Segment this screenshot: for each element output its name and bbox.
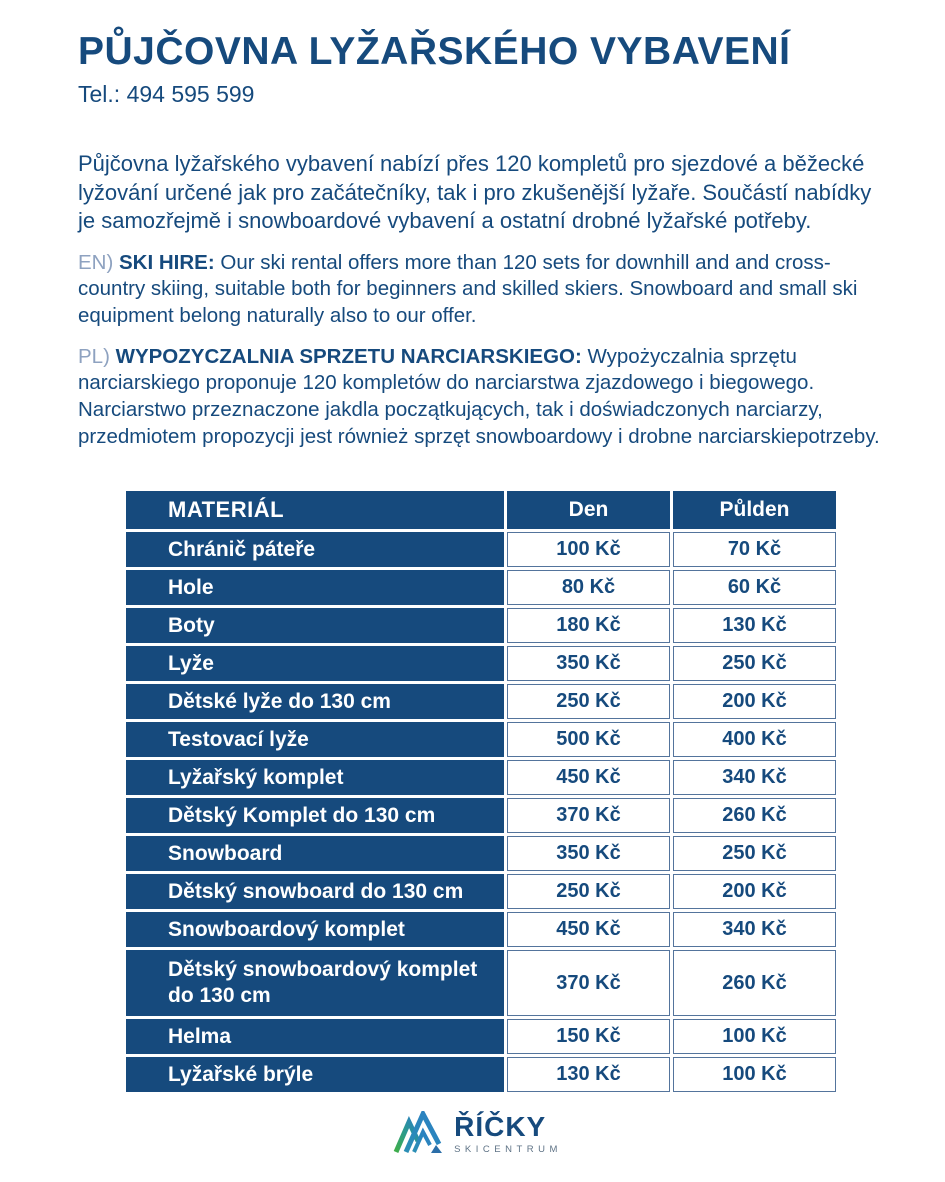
logo-subtitle: SKICENTRUM (454, 1144, 562, 1156)
table-row: Lyžařský komplet 450 Kč 340 Kč (126, 760, 836, 796)
table-row: Lyžařské brýle 130 Kč 100 Kč (126, 1057, 836, 1093)
pulden-price-cell: 340 Kč (673, 760, 836, 796)
pl-text: Wypożyczalnia sprzętu narciarskiego prop… (78, 344, 880, 448)
en-prefix: EN) (78, 250, 119, 274)
pulden-price-cell: 60 Kč (673, 570, 836, 606)
pl-label: WYPOZYCZALNIA SPRZETU NARCIARSKIEGO: (115, 344, 582, 368)
material-cell: Dětský snowboard do 130 cm (126, 874, 504, 910)
den-price-cell: 350 Kč (507, 836, 670, 872)
pulden-price-cell: 70 Kč (673, 532, 836, 568)
pulden-price-cell: 100 Kč (673, 1057, 836, 1093)
material-cell: Lyžařský komplet (126, 760, 504, 796)
footer-logo: ŘÍČKY SKICENTRUM (78, 1111, 877, 1157)
pulden-price-cell: 260 Kč (673, 950, 836, 1017)
material-cell: Dětský Komplet do 130 cm (126, 798, 504, 834)
table-row: Helma 150 Kč 100 Kč (126, 1019, 836, 1055)
pulden-price-cell: 200 Kč (673, 684, 836, 720)
den-price-cell: 450 Kč (507, 760, 670, 796)
den-price-cell: 180 Kč (507, 608, 670, 644)
den-price-cell: 150 Kč (507, 1019, 670, 1055)
pulden-price-cell: 340 Kč (673, 912, 836, 948)
page-content: PŮJČOVNA LYŽAŘSKÉHO VYBAVENÍ Tel.: 494 5… (78, 30, 890, 1157)
den-price-cell: 100 Kč (507, 532, 670, 568)
intro-paragraph-cz: Půjčovna lyžařského vybavení nabízí přes… (78, 150, 872, 234)
material-cell: Chránič páteře (126, 532, 504, 568)
pulden-price-cell: 100 Kč (673, 1019, 836, 1055)
phone-number: Tel.: 494 595 599 (78, 80, 255, 107)
den-price-cell: 250 Kč (507, 684, 670, 720)
pl-prefix: PL) (78, 344, 116, 368)
header-material: MATERIÁL (126, 491, 504, 530)
en-text: Our ski rental offers more than 120 sets… (78, 250, 858, 327)
logo-text: ŘÍČKY SKICENTRUM (454, 1111, 562, 1156)
material-cell: Lyže (126, 646, 504, 682)
table-row: Dětský snowboardový komplet do 130 cm 370… (126, 950, 836, 1017)
table-row: Dětské lyže do 130 cm 250 Kč 200 Kč (126, 684, 836, 720)
pulden-price-cell: 260 Kč (673, 798, 836, 834)
pulden-price-cell: 200 Kč (673, 874, 836, 910)
table-header-row: MATERIÁL Den Půlden (126, 491, 836, 530)
table-row: Dětský snowboard do 130 cm 250 Kč 200 Kč (126, 874, 836, 910)
den-price-cell: 370 Kč (507, 798, 670, 834)
material-cell: Snowboardový komplet (126, 912, 504, 948)
material-cell: Hole (126, 570, 504, 606)
paragraph-pl: PL) WYPOZYCZALNIA SPRZETU NARCIARSKIEGO:… (78, 344, 890, 451)
logo-brand: ŘÍČKY (454, 1111, 547, 1143)
table-row: Snowboard 350 Kč 250 Kč (126, 836, 836, 872)
den-price-cell: 350 Kč (507, 646, 670, 682)
mountains-icon (393, 1111, 443, 1154)
den-price-cell: 370 Kč (507, 950, 670, 1017)
material-cell: Dětský snowboardový komplet do 130 cm (126, 950, 504, 1017)
price-table-body: Chránič páteře 100 Kč 70 Kč Hole 80 Kč 60 Kč B… (126, 532, 836, 1093)
paragraph-en: EN) SKI HIRE: Our ski rental offers more… (78, 250, 890, 330)
material-cell: Testovací lyže (126, 722, 504, 758)
pulden-price-cell: 250 Kč (673, 646, 836, 682)
table-row: Snowboardový komplet 450 Kč 340 Kč (126, 912, 836, 948)
pulden-price-cell: 250 Kč (673, 836, 836, 872)
material-cell: Boty (126, 608, 504, 644)
table-row: Hole 80 Kč 60 Kč (126, 570, 836, 606)
page-title: PŮJČOVNA LYŽAŘSKÉHO VYBAVENÍ (78, 30, 791, 73)
den-price-cell: 450 Kč (507, 912, 670, 948)
table-row: Lyže 350 Kč 250 Kč (126, 646, 836, 682)
en-label: SKI HIRE: (119, 250, 215, 274)
den-price-cell: 130 Kč (507, 1057, 670, 1093)
price-table-container: MATERIÁL Den Půlden Chránič páteře 100 Kč… (123, 488, 877, 1095)
material-cell: Dětské lyže do 130 cm (126, 684, 504, 720)
header-pulden: Půlden (673, 491, 836, 530)
pulden-price-cell: 400 Kč (673, 722, 836, 758)
price-table: MATERIÁL Den Půlden Chránič páteře 100 Kč… (123, 488, 839, 1095)
material-cell: Helma (126, 1019, 504, 1055)
header-den: Den (507, 491, 670, 530)
den-price-cell: 500 Kč (507, 722, 670, 758)
den-price-cell: 250 Kč (507, 874, 670, 910)
material-cell: Snowboard (126, 836, 504, 872)
table-row: Chránič páteře 100 Kč 70 Kč (126, 532, 836, 568)
table-row: Boty 180 Kč 130 Kč (126, 608, 836, 644)
table-row: Testovací lyže 500 Kč 400 Kč (126, 722, 836, 758)
pulden-price-cell: 130 Kč (673, 608, 836, 644)
den-price-cell: 80 Kč (507, 570, 670, 606)
material-cell: Lyžařské brýle (126, 1057, 504, 1093)
table-row: Dětský Komplet do 130 cm 370 Kč 260 Kč (126, 798, 836, 834)
